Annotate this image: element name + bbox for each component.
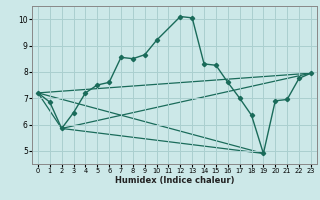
X-axis label: Humidex (Indice chaleur): Humidex (Indice chaleur)	[115, 176, 234, 185]
